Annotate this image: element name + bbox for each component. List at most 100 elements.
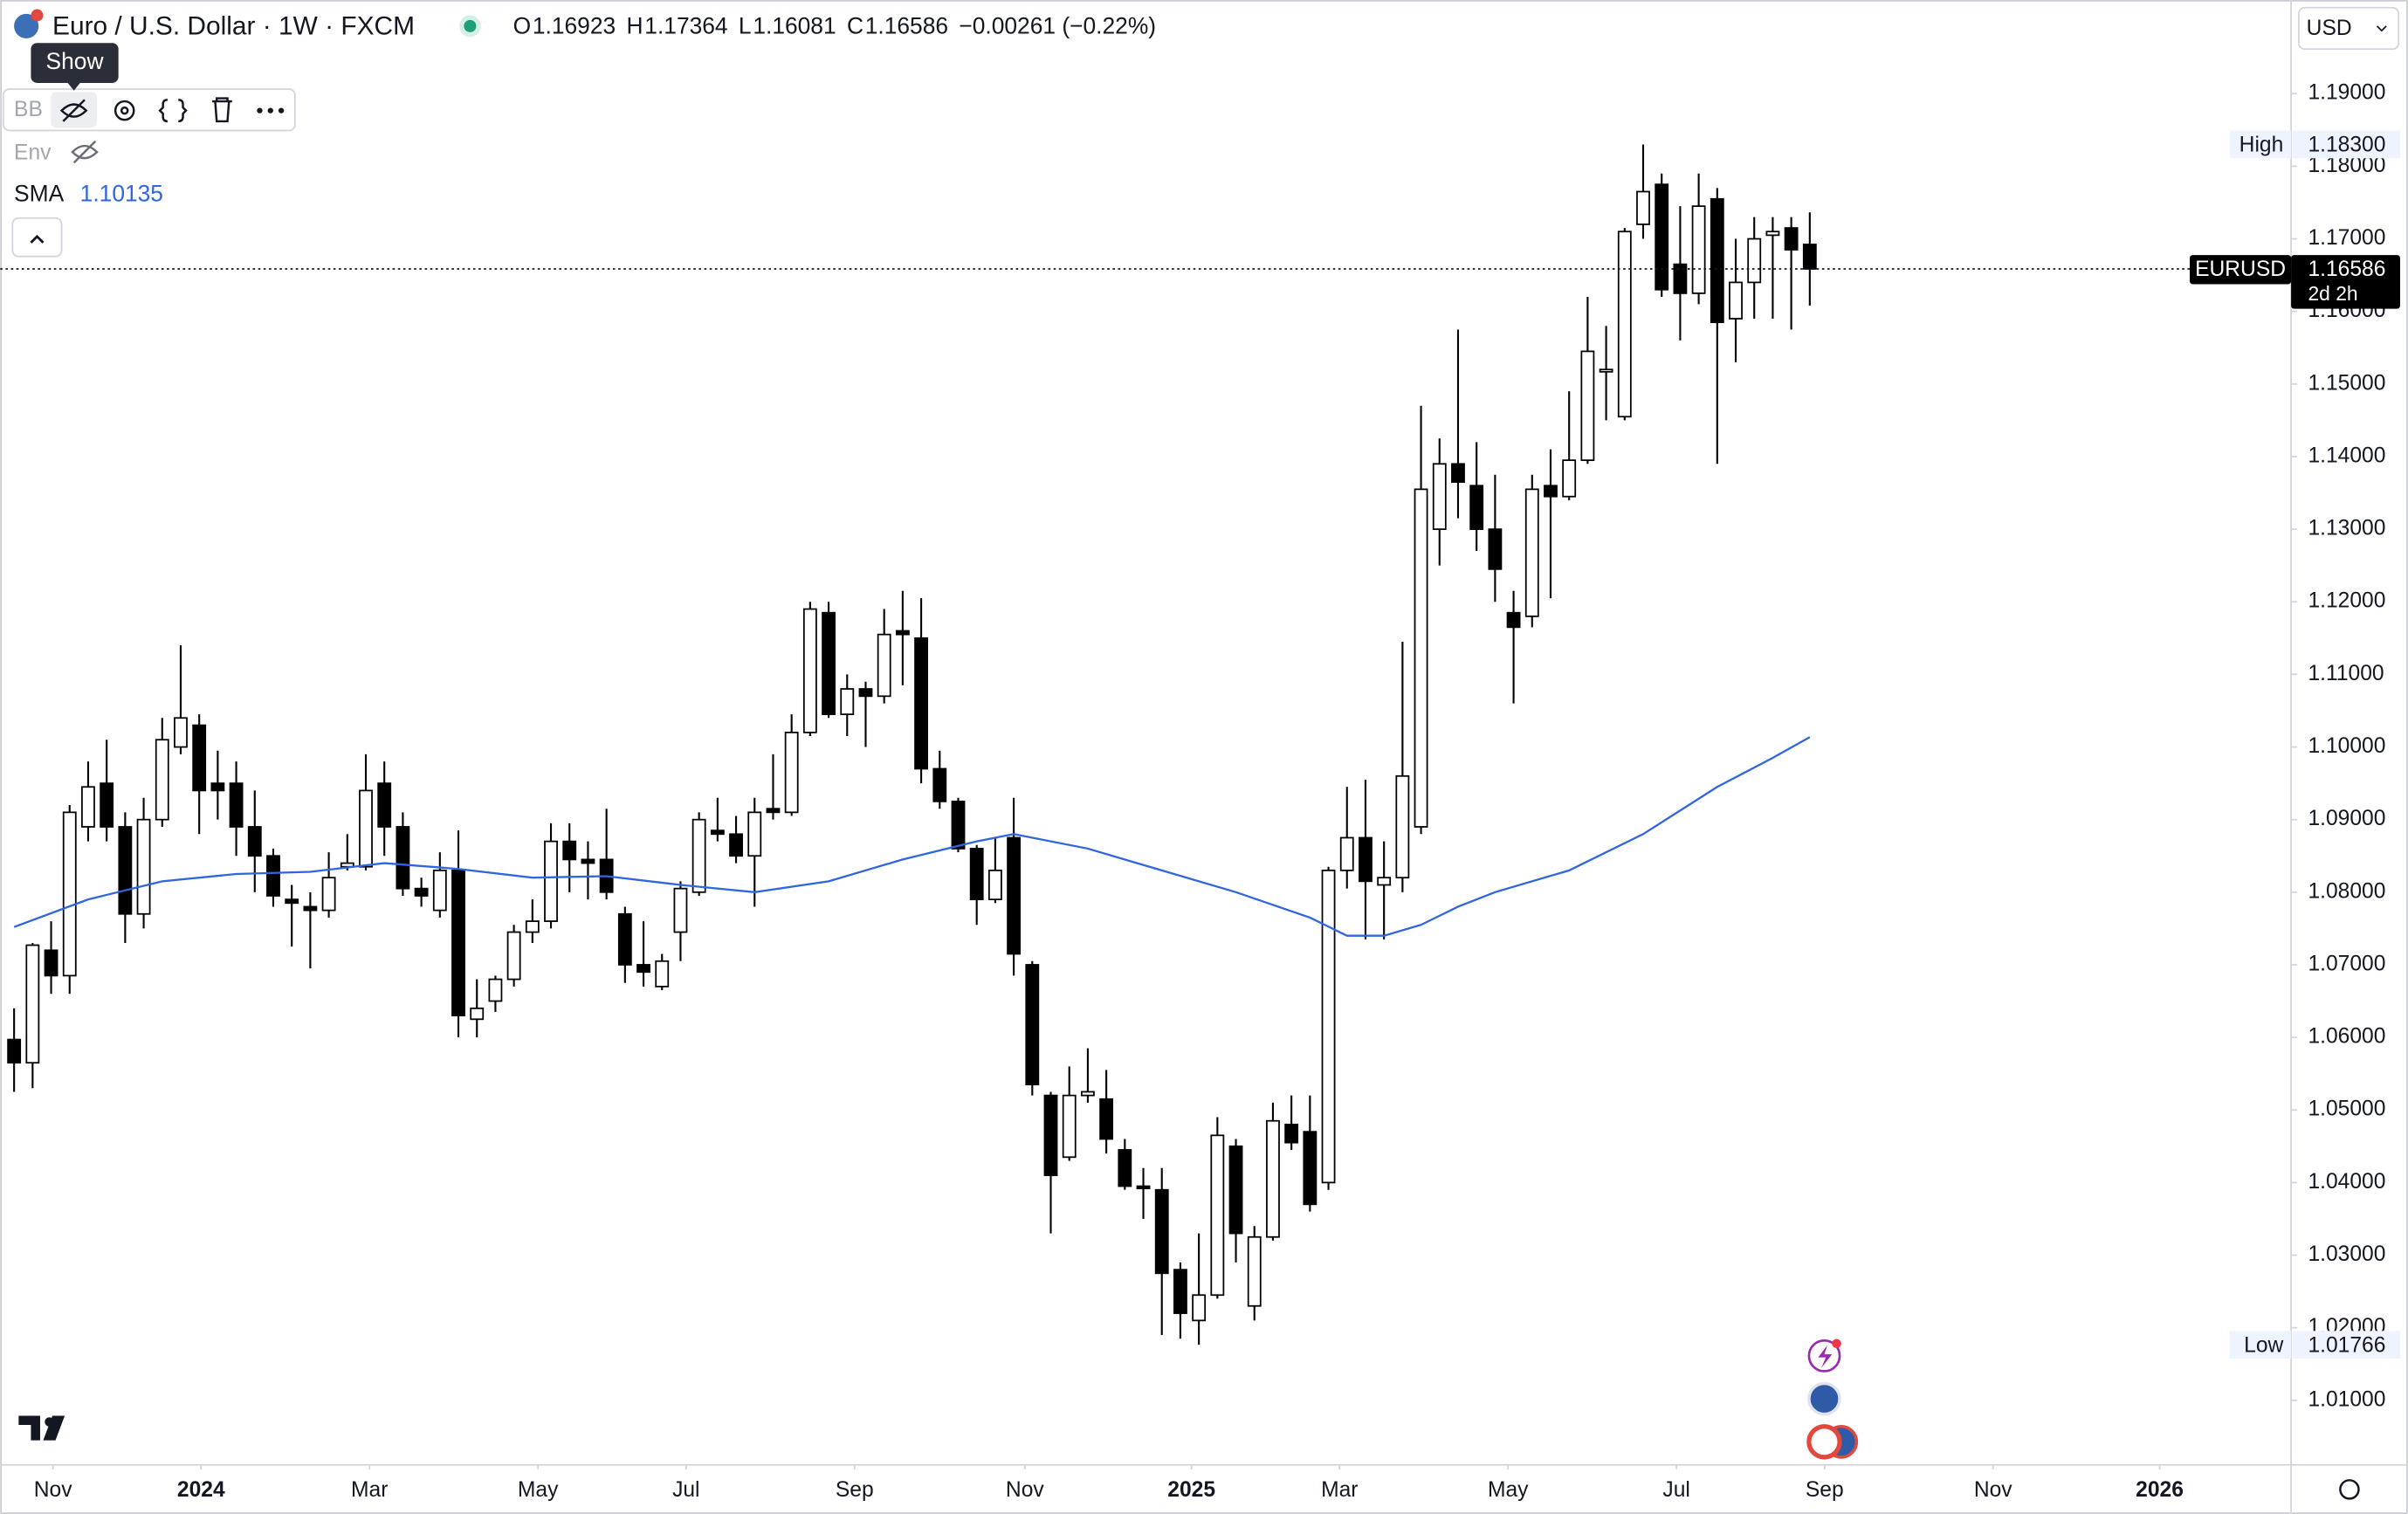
delete-icon[interactable]	[211, 97, 232, 123]
candle-body	[710, 829, 725, 836]
candle-body	[396, 826, 410, 890]
tooltip	[31, 43, 119, 83]
more-icon[interactable]	[257, 107, 285, 114]
candle-body	[1284, 1123, 1299, 1144]
candle-body	[81, 786, 95, 828]
candle-body	[858, 688, 873, 698]
price-tag-value: 1.16586	[2308, 258, 2385, 281]
candle-body	[747, 811, 762, 857]
ohlc-label: C	[847, 13, 863, 39]
indicator-name[interactable]: Env	[14, 141, 52, 164]
currency-select[interactable]	[2298, 6, 2400, 51]
x-tick-label: 2024	[177, 1478, 225, 1502]
candle-body	[1339, 836, 1354, 871]
symbol-icon[interactable]	[14, 13, 39, 38]
candle-body	[1173, 1269, 1187, 1314]
x-tick-label: Jul	[1662, 1478, 1689, 1502]
candle-body	[784, 732, 799, 814]
toolbar-icons	[59, 97, 232, 123]
indicator-toolbar	[2, 88, 296, 132]
eye-off-icon[interactable]	[71, 140, 99, 164]
marker-value-tag	[2292, 130, 2400, 159]
candle-body	[303, 905, 318, 912]
candle-body	[1414, 488, 1428, 828]
marker-label: High	[2239, 134, 2284, 157]
dropdown-icon	[2376, 25, 2387, 32]
candle-body	[174, 717, 188, 748]
candle-body	[1469, 485, 1484, 530]
candle-body	[1025, 964, 1040, 1086]
y-tick-label: 1.07000	[2308, 952, 2385, 975]
candle-body	[136, 818, 151, 915]
collapse-icon	[30, 234, 45, 244]
candle-body	[1007, 836, 1022, 955]
candle-body	[506, 931, 521, 981]
indicator-value: 1.10135	[80, 180, 163, 206]
x-tick-label: Mar	[1321, 1478, 1358, 1502]
price-tag	[2291, 255, 2400, 309]
candle-body	[155, 739, 169, 821]
symbol-title[interactable]: Euro / U.S. Dollar · 1W · FXCM	[52, 12, 415, 41]
candle-body	[7, 1038, 22, 1064]
candle-body	[544, 840, 558, 922]
source-icon[interactable]	[158, 99, 188, 123]
marker-label: Low	[2244, 1333, 2283, 1357]
candle-body	[1062, 1094, 1077, 1159]
y-tick-label: 1.05000	[2308, 1098, 2385, 1121]
candle-body	[691, 818, 706, 893]
y-tick-label: 1.09000	[2308, 807, 2385, 830]
candle-body	[1729, 281, 1743, 320]
change-value: −0.00261 (−0.22%)	[959, 13, 1156, 39]
x-tick-label: Sep	[1806, 1478, 1844, 1502]
candle-body	[581, 858, 595, 864]
candle-body	[840, 688, 855, 715]
candle-body	[1210, 1134, 1225, 1297]
candle-body	[118, 826, 133, 915]
candle-body	[229, 782, 244, 828]
candle-body	[25, 944, 40, 1064]
x-tick-label: May	[1488, 1478, 1529, 1502]
tooltip-arrow	[67, 82, 80, 91]
y-tick-label: 1.10000	[2308, 734, 2385, 758]
candle-body	[969, 848, 984, 901]
candle-body	[932, 767, 947, 802]
candle-body	[1080, 1091, 1095, 1097]
candle-body	[766, 808, 781, 814]
x-tick-label: May	[518, 1478, 559, 1502]
currency-label: USD	[2307, 17, 2352, 40]
candle-body	[100, 782, 114, 828]
candle-body	[192, 724, 207, 792]
us-event-icon[interactable]	[1806, 1424, 1842, 1460]
indicator-name[interactable]: BB	[14, 98, 43, 121]
ohlc-value: 1.17364	[644, 13, 727, 39]
candle-body	[636, 964, 650, 974]
eu-event-icon[interactable]	[1807, 1381, 1841, 1416]
candle-body	[1617, 231, 1632, 418]
ohlc-value: 1.16923	[533, 13, 616, 39]
x-tick-label: Mar	[351, 1478, 388, 1502]
candle-body	[1377, 877, 1392, 886]
settings-icon[interactable]	[114, 100, 135, 121]
candle-body	[1266, 1119, 1280, 1238]
indicator-name[interactable]: SMA	[14, 180, 65, 206]
candle-body	[266, 855, 280, 897]
candle-body	[1802, 244, 1817, 270]
eye-off-icon[interactable]	[59, 99, 88, 122]
candle-body	[1544, 485, 1558, 498]
y-tick-label: 1.01000	[2308, 1387, 2385, 1411]
settings-icon[interactable]	[2339, 1479, 2360, 1500]
candle-body	[1395, 774, 1410, 879]
candle-body	[987, 869, 1002, 901]
x-tick-label: Nov	[1006, 1478, 1044, 1502]
candle-body	[451, 869, 465, 1017]
candle-body	[44, 949, 58, 977]
candle-body	[802, 608, 817, 733]
candle-body	[377, 782, 392, 828]
candle-body	[247, 826, 262, 857]
event-icon-bolt	[1818, 1345, 1833, 1368]
candle-body	[525, 920, 540, 933]
candle-body	[617, 912, 632, 966]
candle-body	[1765, 231, 1780, 237]
marker-value-tag	[2292, 1331, 2400, 1359]
